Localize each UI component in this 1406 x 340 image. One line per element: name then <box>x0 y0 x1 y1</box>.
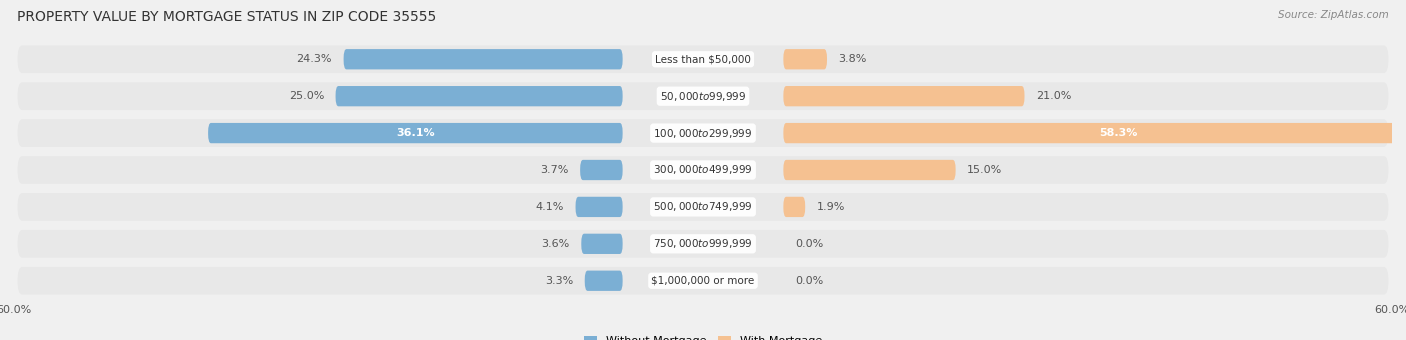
Legend: Without Mortgage, With Mortgage: Without Mortgage, With Mortgage <box>579 331 827 340</box>
Text: 3.7%: 3.7% <box>540 165 568 175</box>
Text: 3.3%: 3.3% <box>546 276 574 286</box>
Text: 0.0%: 0.0% <box>794 276 823 286</box>
FancyBboxPatch shape <box>17 193 1389 221</box>
Text: 21.0%: 21.0% <box>1036 91 1071 101</box>
Text: $100,000 to $299,999: $100,000 to $299,999 <box>654 126 752 140</box>
Text: $1,000,000 or more: $1,000,000 or more <box>651 276 755 286</box>
FancyBboxPatch shape <box>783 197 806 217</box>
FancyBboxPatch shape <box>17 119 1389 147</box>
FancyBboxPatch shape <box>17 82 1389 110</box>
FancyBboxPatch shape <box>581 234 623 254</box>
FancyBboxPatch shape <box>208 123 623 143</box>
FancyBboxPatch shape <box>336 86 623 106</box>
FancyBboxPatch shape <box>581 160 623 180</box>
FancyBboxPatch shape <box>585 271 623 291</box>
Text: 3.8%: 3.8% <box>838 54 868 64</box>
Text: 1.9%: 1.9% <box>817 202 845 212</box>
Text: 4.1%: 4.1% <box>536 202 564 212</box>
Text: Less than $50,000: Less than $50,000 <box>655 54 751 64</box>
FancyBboxPatch shape <box>783 123 1406 143</box>
Text: $500,000 to $749,999: $500,000 to $749,999 <box>654 200 752 214</box>
Text: PROPERTY VALUE BY MORTGAGE STATUS IN ZIP CODE 35555: PROPERTY VALUE BY MORTGAGE STATUS IN ZIP… <box>17 10 436 24</box>
Text: $750,000 to $999,999: $750,000 to $999,999 <box>654 237 752 250</box>
Text: 58.3%: 58.3% <box>1099 128 1137 138</box>
FancyBboxPatch shape <box>783 86 1025 106</box>
Text: 3.6%: 3.6% <box>541 239 569 249</box>
FancyBboxPatch shape <box>783 49 827 69</box>
Text: 0.0%: 0.0% <box>794 239 823 249</box>
Text: 24.3%: 24.3% <box>297 54 332 64</box>
FancyBboxPatch shape <box>17 46 1389 73</box>
FancyBboxPatch shape <box>17 230 1389 258</box>
FancyBboxPatch shape <box>17 267 1389 294</box>
FancyBboxPatch shape <box>575 197 623 217</box>
Text: 25.0%: 25.0% <box>288 91 323 101</box>
Text: 15.0%: 15.0% <box>967 165 1002 175</box>
Text: 36.1%: 36.1% <box>396 128 434 138</box>
Text: $300,000 to $499,999: $300,000 to $499,999 <box>654 164 752 176</box>
FancyBboxPatch shape <box>783 160 956 180</box>
FancyBboxPatch shape <box>343 49 623 69</box>
Text: $50,000 to $99,999: $50,000 to $99,999 <box>659 90 747 103</box>
FancyBboxPatch shape <box>17 156 1389 184</box>
Text: Source: ZipAtlas.com: Source: ZipAtlas.com <box>1278 10 1389 20</box>
